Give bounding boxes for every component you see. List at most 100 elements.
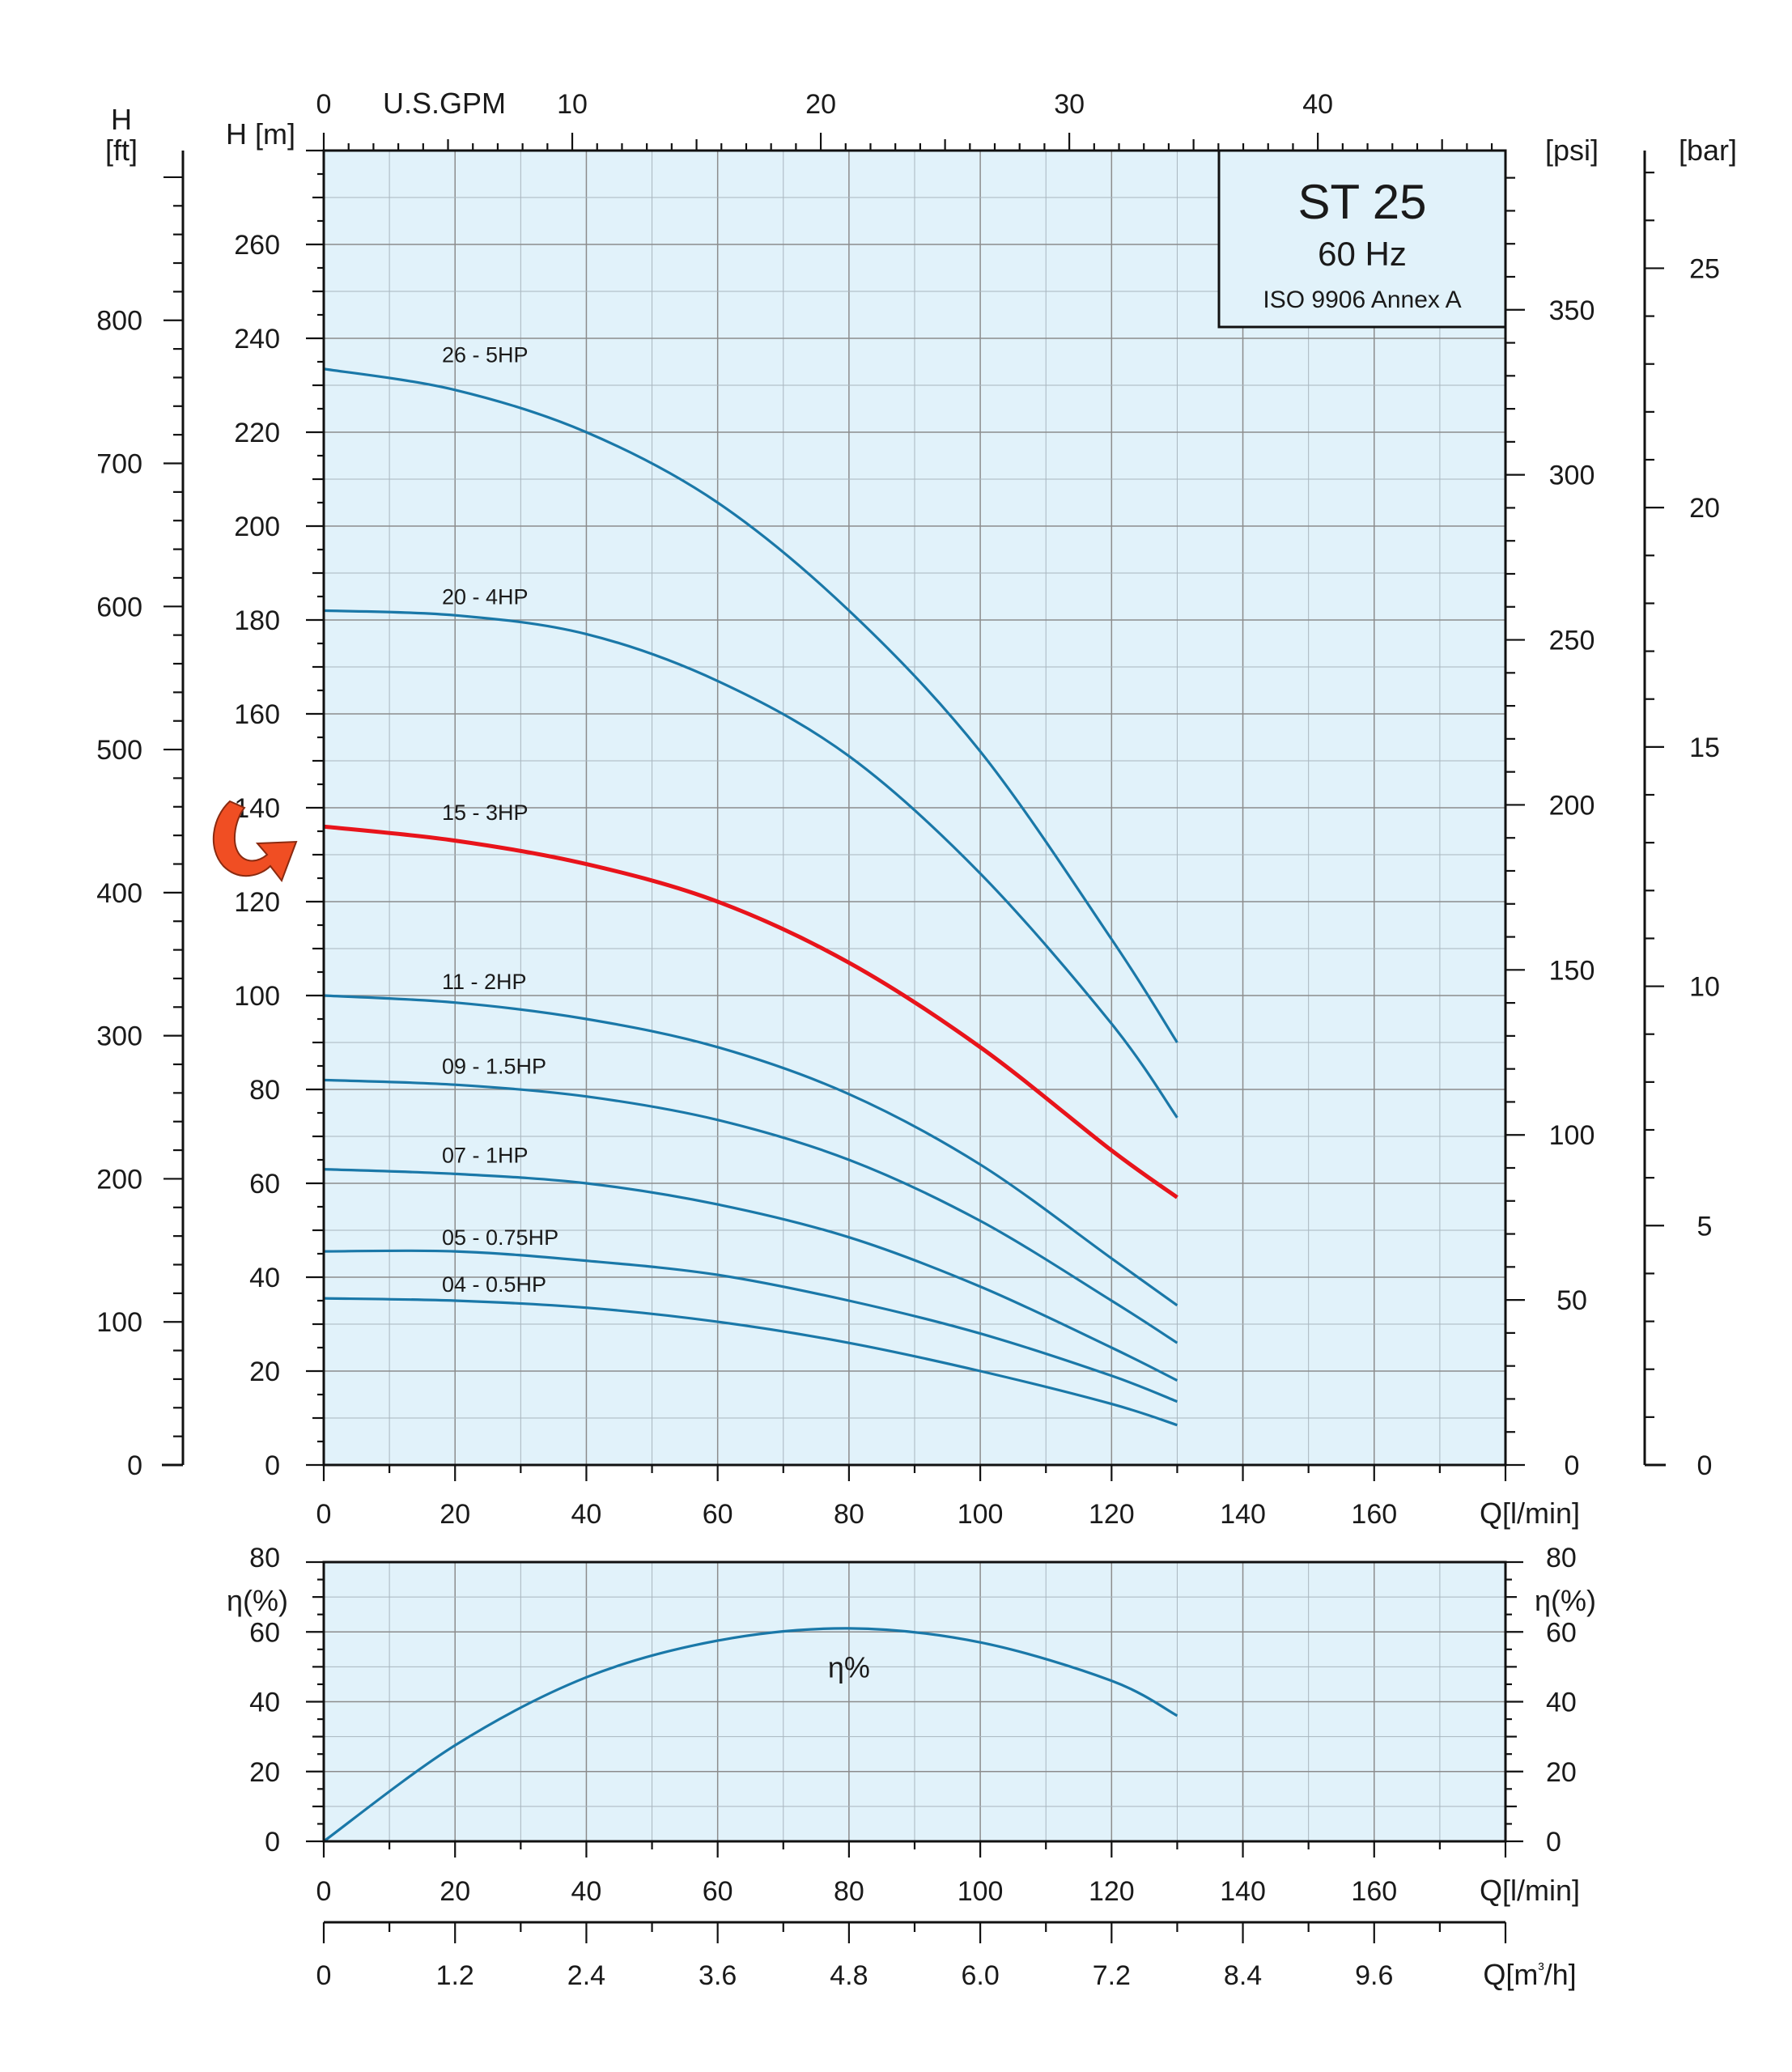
eta-axis-tick-label-left: 80 bbox=[249, 1543, 280, 1573]
m-axis-tick-label: 240 bbox=[234, 324, 280, 355]
eta-axis-tick-label-left: 20 bbox=[249, 1757, 280, 1788]
model-info-box: ST 25 60 Hz ISO 9906 Annex A bbox=[1217, 149, 1507, 329]
curve-label-5: 09 - 1.5HP bbox=[442, 1054, 546, 1078]
m3h-axis-tick-label: 7.2 bbox=[1093, 1960, 1131, 1991]
q-axis-tick-label: 100 bbox=[958, 1499, 1004, 1530]
gpm-axis-tick-label: 40 bbox=[1302, 89, 1333, 120]
m-axis-tick-label: 0 bbox=[265, 1450, 280, 1481]
head-curve-7 bbox=[324, 1249, 1178, 1403]
curve-label-7: 05 - 0.75HP bbox=[442, 1225, 558, 1250]
gpm-axis-tick-label: 30 bbox=[1054, 89, 1085, 120]
eta-q-axis-tick-label: 40 bbox=[571, 1876, 602, 1907]
m-axis-tick-label: 260 bbox=[234, 230, 280, 261]
eta-q-axis-tick-label: 100 bbox=[958, 1876, 1004, 1907]
eta-q-axis-tick-label: 160 bbox=[1351, 1876, 1397, 1907]
m3h-axis-tick-label: 6.0 bbox=[961, 1960, 999, 1991]
m-axis-tick-label: 60 bbox=[249, 1169, 280, 1199]
bar-axis-tick-label: 5 bbox=[1697, 1211, 1713, 1242]
m-axis-tick-label: 100 bbox=[234, 981, 280, 1012]
curve-label-2: 20 - 4HP bbox=[442, 584, 529, 609]
psi-axis-tick-label: 250 bbox=[1549, 626, 1595, 656]
ft-axis-tick-label: 400 bbox=[96, 878, 142, 909]
q-axis-tick-label: 60 bbox=[703, 1499, 733, 1530]
head-curve-6 bbox=[324, 1168, 1178, 1382]
head-curves bbox=[324, 367, 1178, 1427]
q-axis-tick-label: 120 bbox=[1089, 1499, 1135, 1530]
eta-axis-label-right: η(%) bbox=[1535, 1584, 1596, 1617]
bar-axis-tick-label: 25 bbox=[1689, 253, 1720, 284]
psi-axis-tick-label: 300 bbox=[1549, 461, 1595, 491]
gpm-axis-tick-label: 20 bbox=[805, 89, 836, 120]
curve-label-8: 04 - 0.5HP bbox=[442, 1272, 546, 1297]
eta-axis-tick-label-left: 60 bbox=[249, 1617, 280, 1648]
ft-axis-tick-label: 0 bbox=[127, 1450, 142, 1481]
head-curve-2 bbox=[324, 609, 1178, 1119]
efficiency-curve-label: η% bbox=[828, 1650, 870, 1684]
m-axis-tick-label: 160 bbox=[234, 699, 280, 730]
model-frequency: 60 Hz bbox=[1318, 235, 1407, 273]
eta-x-axis-label: Q[l/min] bbox=[1480, 1874, 1580, 1907]
m3h-axis-tick-label: 9.6 bbox=[1355, 1960, 1393, 1991]
m3h-axis-tick-label: 8.4 bbox=[1224, 1960, 1262, 1991]
m-axis-tick-label: 20 bbox=[249, 1357, 280, 1387]
m3h-axis-tick-label: 1.2 bbox=[436, 1960, 474, 1991]
curve-labels: 26 - 5HP 20 - 4HP 15 - 3HP 11 - 2HP 09 - 1.5… bbox=[442, 343, 870, 1684]
head-curve-8 bbox=[324, 1297, 1178, 1427]
psi-axis-tick-label: 100 bbox=[1549, 1120, 1595, 1151]
psi-axis-tick-label: 350 bbox=[1549, 295, 1595, 326]
eta-q-axis-tick-label: 120 bbox=[1089, 1876, 1135, 1907]
psi-axis-tick-label: 50 bbox=[1556, 1285, 1587, 1316]
eta-q-axis-tick-label: 0 bbox=[316, 1876, 332, 1907]
gpm-axis-tick-label: 10 bbox=[557, 89, 588, 120]
m3h-axis-tick-label: 2.4 bbox=[567, 1960, 605, 1991]
q-axis-tick-label: 80 bbox=[834, 1499, 864, 1530]
eta-axis-tick-label-right: 40 bbox=[1546, 1688, 1577, 1718]
head-curve-3 bbox=[324, 824, 1178, 1199]
ft-axis-tick-label: 100 bbox=[96, 1307, 142, 1338]
head-curve-1 bbox=[324, 367, 1178, 1043]
q-axis-tick-label: 0 bbox=[316, 1499, 332, 1530]
head-curve-5 bbox=[324, 1078, 1178, 1344]
gpm-axis-tick-label: 0 bbox=[316, 89, 332, 120]
curve-label-3: 15 - 3HP bbox=[442, 800, 529, 825]
efficiency-curves bbox=[324, 1627, 1178, 1841]
m3h-axis-label: Q[m³/h] bbox=[1483, 1958, 1576, 1991]
curve-label-6: 07 - 1HP bbox=[442, 1144, 529, 1168]
ft-axis-tick-label: 600 bbox=[96, 592, 142, 622]
curve-label-1: 26 - 5HP bbox=[442, 343, 529, 367]
ft-axis-tick-label: 700 bbox=[96, 449, 142, 480]
q-axis-tick-label: 20 bbox=[440, 1499, 470, 1530]
eta-q-axis-tick-label: 80 bbox=[834, 1876, 864, 1907]
m-axis-tick-label: 40 bbox=[249, 1263, 280, 1293]
head-x-axis-label: Q[l/min] bbox=[1480, 1497, 1580, 1530]
gpm-axis-label: U.S.GPM bbox=[383, 87, 506, 120]
ft-axis-tick-label: 300 bbox=[96, 1021, 142, 1052]
eta-q-axis-tick-label: 20 bbox=[440, 1876, 470, 1907]
efficiency-curve bbox=[324, 1627, 1178, 1841]
bar-axis-tick-label: 20 bbox=[1689, 493, 1720, 524]
model-name: ST 25 bbox=[1298, 175, 1427, 229]
curve-label-4: 11 - 2HP bbox=[442, 970, 527, 994]
m3h-axis-tick-label: 3.6 bbox=[699, 1960, 737, 1991]
ft-axis-unit-bottom: [ft] bbox=[105, 134, 138, 167]
bar-axis-unit: [bar] bbox=[1679, 134, 1737, 167]
psi-axis-tick-label: 0 bbox=[1565, 1450, 1580, 1481]
m-axis-tick-label: 80 bbox=[249, 1075, 280, 1106]
ft-axis-tick-label: 800 bbox=[96, 306, 142, 337]
psi-axis-unit: [psi] bbox=[1545, 134, 1599, 167]
eta-axis-tick-label-right: 0 bbox=[1546, 1827, 1561, 1858]
ft-axis-unit-top: H bbox=[111, 103, 132, 136]
m3h-axis-tick-label: 4.8 bbox=[830, 1960, 868, 1991]
ft-axis-tick-label: 500 bbox=[96, 735, 142, 766]
m-axis-tick-label: 180 bbox=[234, 605, 280, 636]
ft-axis-tick-label: 200 bbox=[96, 1164, 142, 1195]
eta-q-axis-tick-label: 60 bbox=[703, 1876, 733, 1907]
m3h-axis-tick-label: 0 bbox=[316, 1960, 332, 1991]
eta-axis-tick-label-left: 40 bbox=[249, 1688, 280, 1718]
m-axis-tick-label: 120 bbox=[234, 887, 280, 918]
head-grid bbox=[324, 151, 1505, 1465]
bar-axis-tick-label: 15 bbox=[1689, 732, 1720, 763]
eta-axis-tick-label-right: 60 bbox=[1546, 1617, 1577, 1648]
bar-axis-tick-label: 10 bbox=[1689, 972, 1720, 1003]
